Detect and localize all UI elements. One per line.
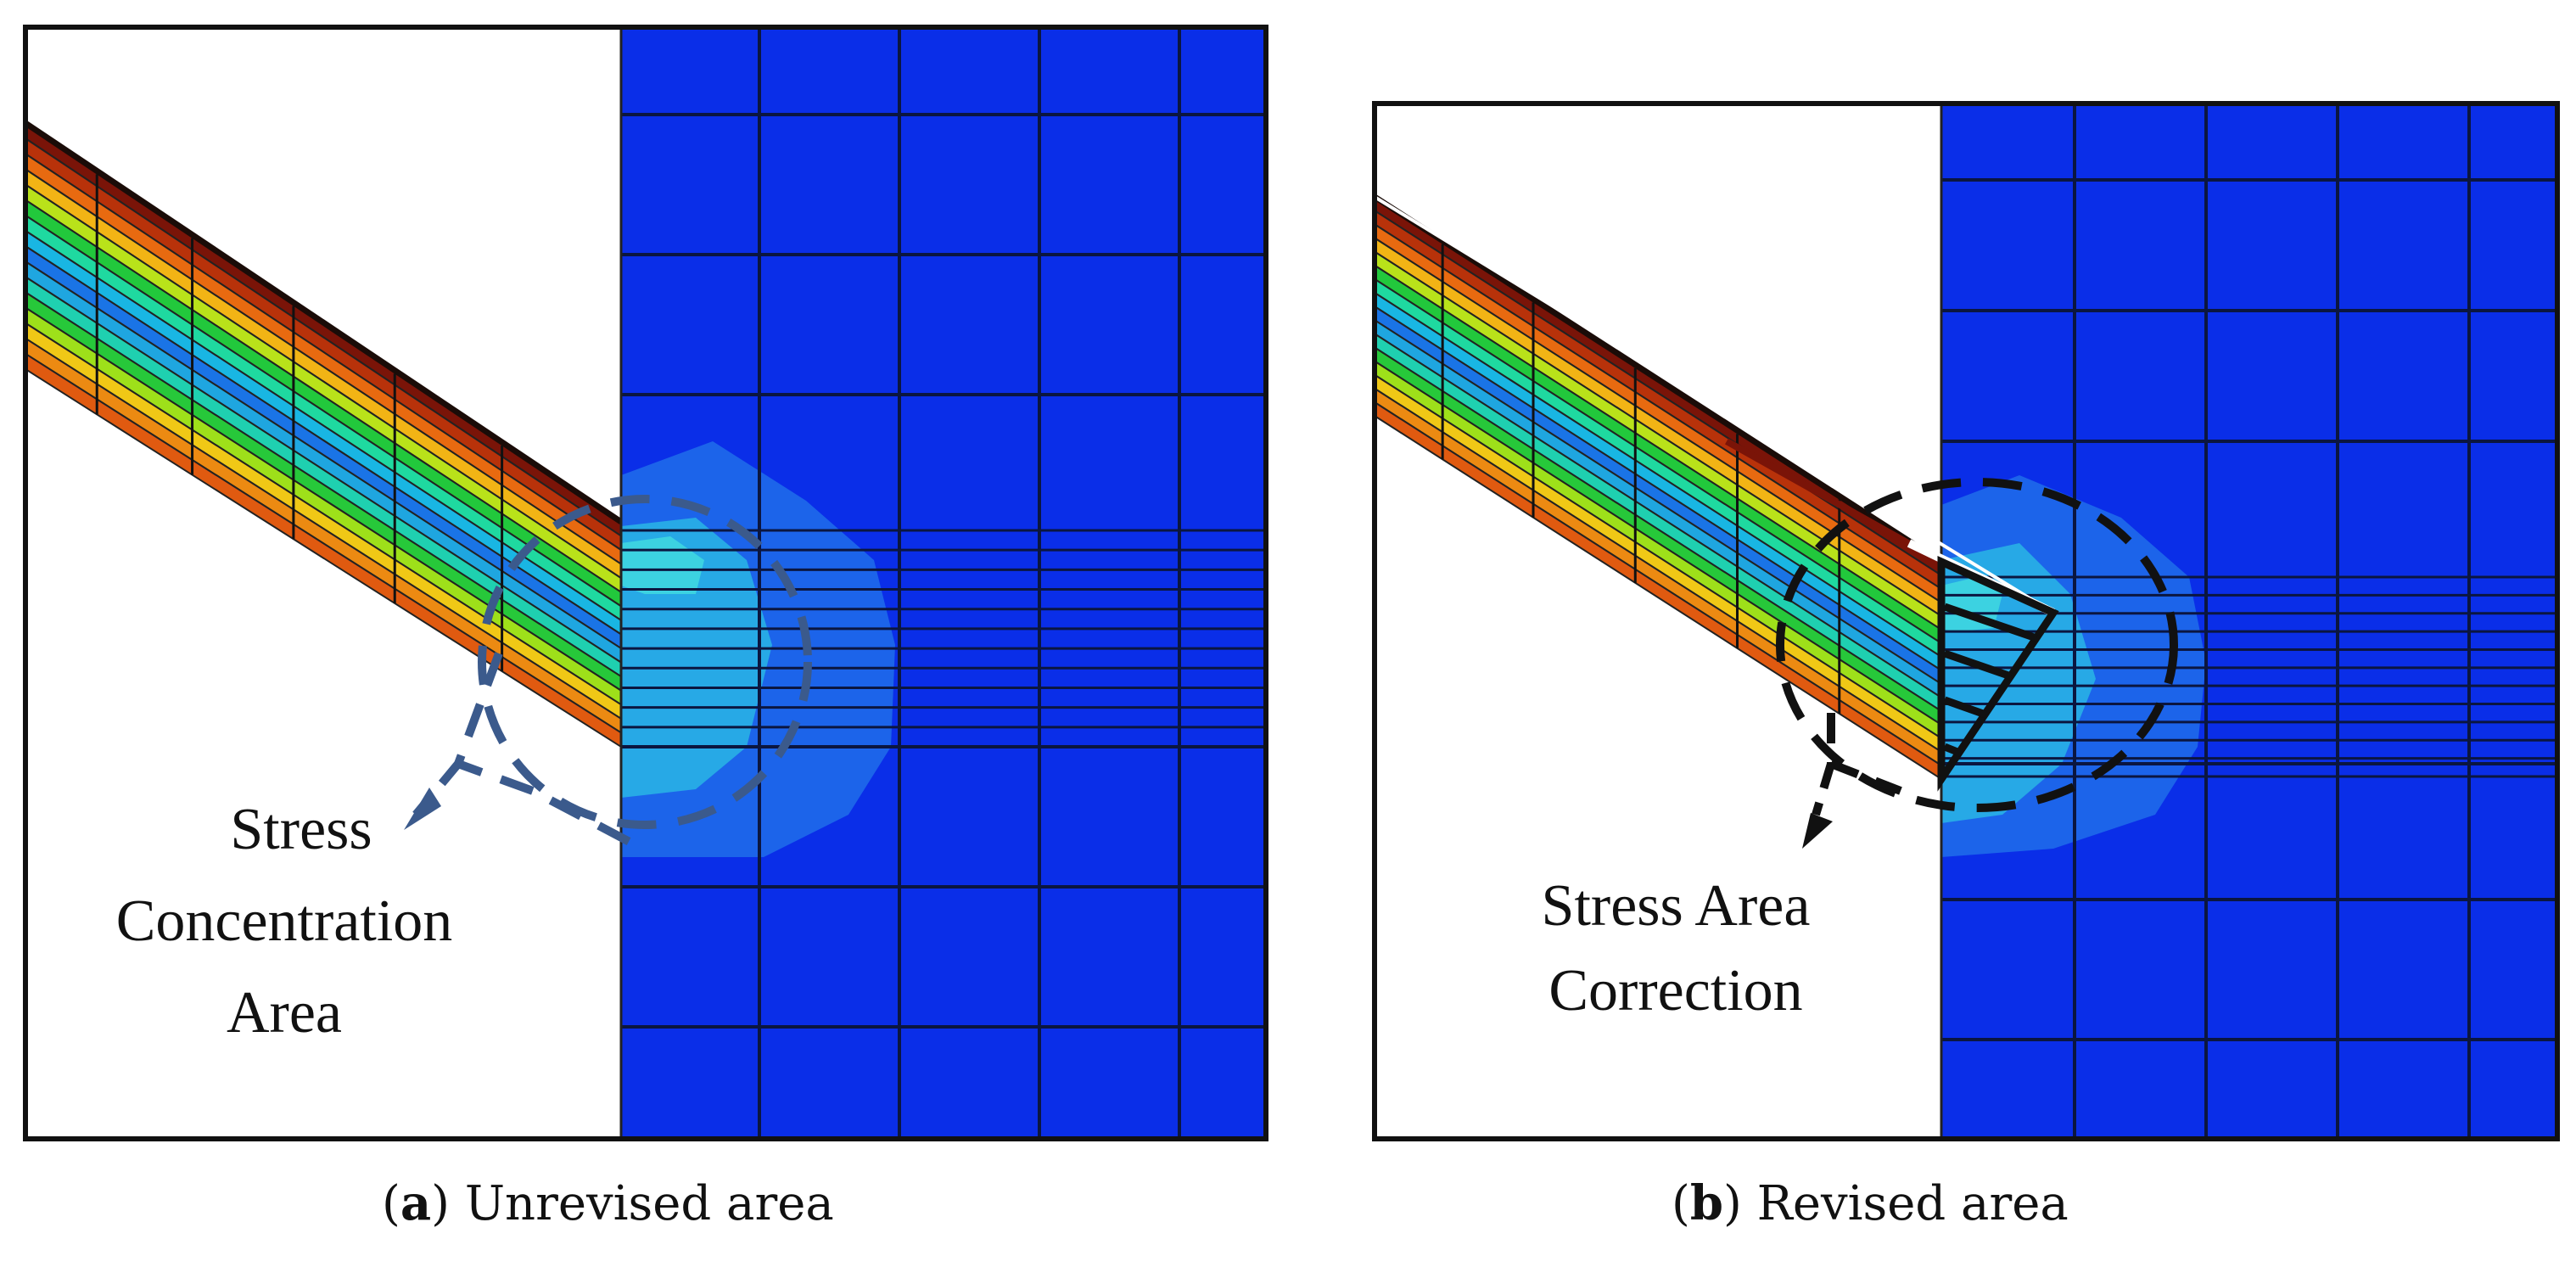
panel-a-callout-connector: [452, 652, 632, 846]
panel-a-frame: [23, 25, 1268, 1141]
panel-b-dark-edge-segment: [1725, 438, 1943, 565]
beam-band: [1375, 264, 1941, 645]
beam-band: [1375, 278, 1941, 659]
panel-b-horizontal-lines: [1941, 575, 2557, 778]
beam-band: [1375, 250, 1941, 631]
beam-band: [25, 137, 621, 552]
beam-band: [25, 244, 621, 650]
caption-b-text: Revised area: [1756, 1176, 2069, 1231]
annotation-stress-area: Stress Area: [1542, 873, 1811, 939]
beam-band: [1375, 318, 1941, 699]
beam-band: [25, 306, 621, 706]
beam-band: [1375, 401, 1941, 781]
beam-band: [1375, 360, 1941, 740]
panel-a-unrevised: Stress Concentration Area: [23, 25, 1268, 1141]
panel-a-dashed-circle: [478, 495, 812, 829]
beam-band: [25, 352, 621, 748]
beam-band: [25, 291, 621, 692]
arrowhead-icon: [1802, 813, 1833, 849]
arrowhead-icon: [404, 788, 441, 830]
panel-b-dashed-ellipse: [1776, 478, 2178, 812]
panel-b-stress-callout: [1776, 478, 2178, 849]
beam-band: [25, 276, 621, 678]
beam-band: [25, 229, 621, 636]
panel-b-beam: [1375, 194, 1941, 781]
beam-band: [1375, 346, 1941, 726]
beam-band: [25, 260, 621, 664]
panel-b-correction-triangle: [1937, 556, 2059, 792]
beam-band: [25, 322, 621, 720]
beam-band: [1375, 237, 1941, 618]
beam-band: [25, 168, 621, 580]
panel-b-callout-pointer: [1812, 762, 1835, 816]
beam-top-edge: [25, 121, 621, 524]
annotation-area: Area: [227, 980, 342, 1046]
beam-band: [1375, 305, 1941, 686]
beam-band: [25, 337, 621, 734]
panel-a-beam: [25, 121, 621, 748]
panel-b-mesh-grid: [1941, 104, 2557, 1139]
panel-a-horizontal-lines: [621, 529, 1266, 748]
beam-top-edge: [1375, 194, 1941, 564]
beam-band: [25, 183, 621, 594]
beam-band: [1375, 333, 1941, 713]
beam-band: [25, 199, 621, 608]
panel-a-stress-callout: [404, 495, 812, 846]
beam-band: [1375, 387, 1941, 767]
caption-a: (a) Unrevised area: [382, 1175, 834, 1231]
beam-band: [25, 153, 621, 565]
caption-b: (b) Revised area: [1672, 1175, 2069, 1231]
annotation-concentration: Concentration: [116, 889, 453, 954]
annotation-stress: Stress: [230, 797, 372, 862]
panel-b-revised: Stress Area Correction: [1372, 101, 2560, 1141]
annotation-correction: Correction: [1548, 958, 1802, 1023]
caption-b-letter: b: [1689, 1175, 1724, 1231]
caption-a-letter: a: [400, 1175, 432, 1231]
beam-band: [1375, 373, 1941, 754]
panel-b-frame: [1372, 101, 2560, 1141]
caption-a-text: Unrevised area: [464, 1176, 834, 1231]
panel-b-top-edge-line: [1373, 195, 2055, 614]
beam-band: [25, 214, 621, 622]
beam-band: [1375, 223, 1941, 604]
